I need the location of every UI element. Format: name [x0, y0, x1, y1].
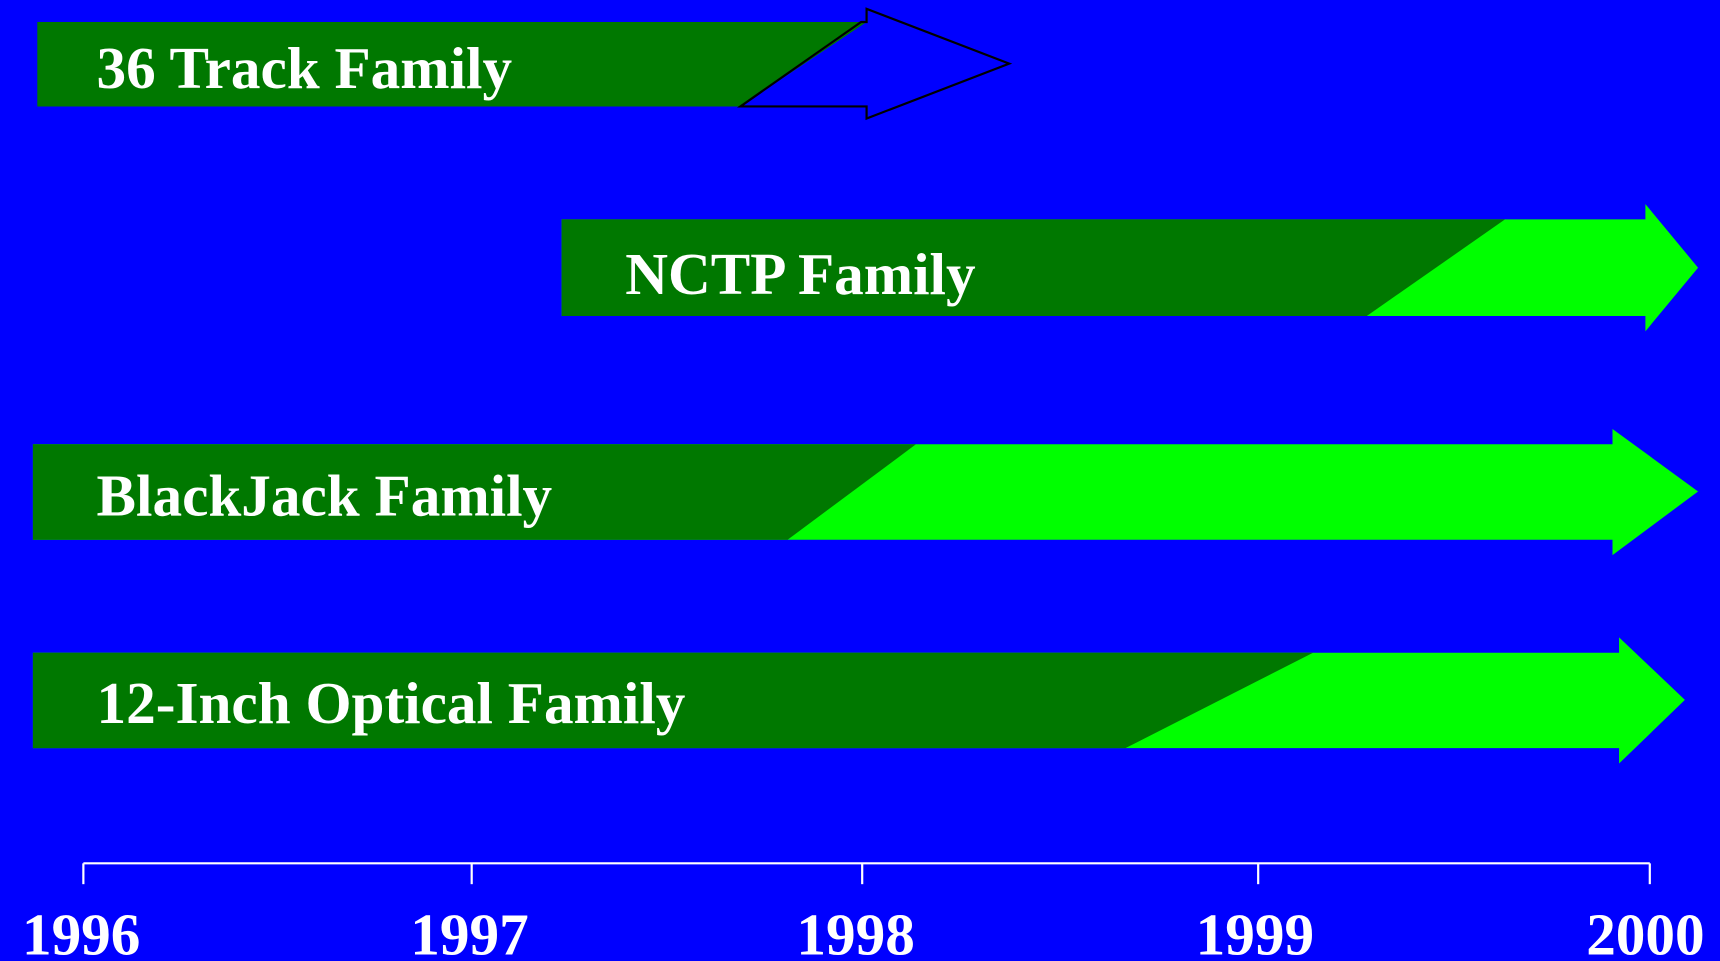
bar-optical [32, 652, 1314, 749]
bar-36track [37, 21, 867, 107]
row-label: NCTP Family [625, 241, 976, 307]
arrow-outline [736, 7, 1013, 121]
row-label: 12-Inch Optical Family [97, 670, 686, 736]
year-label: 1998 [796, 901, 914, 961]
year-label: 1997 [410, 901, 528, 961]
year-label: 2000 [1586, 901, 1704, 961]
row-label: 36 Track Family [97, 35, 513, 101]
row-label: BlackJack Family [97, 463, 553, 529]
year-label: 1999 [1196, 901, 1314, 961]
axis [82, 862, 1651, 885]
year-label: 1996 [22, 901, 140, 961]
bar-nctp [561, 219, 1505, 316]
bar-blackjack [32, 444, 916, 540]
